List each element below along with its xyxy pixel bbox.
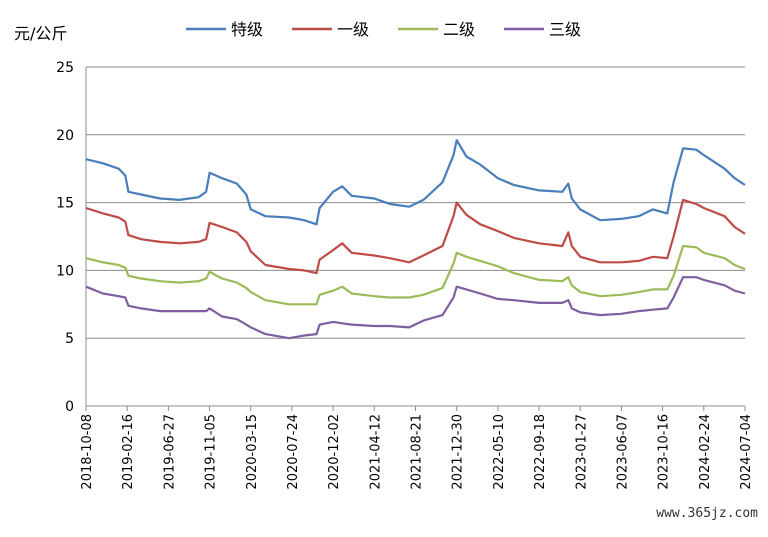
legend-label-3: 二级 xyxy=(443,20,475,39)
x-tick-label: 2019-06-27 xyxy=(162,414,177,490)
x-tick-label: 2024-07-04 xyxy=(739,414,754,490)
x-tick-label: 2021-12-30 xyxy=(451,414,466,490)
y-tick-label: 10 xyxy=(56,263,74,279)
y-tick-label: 0 xyxy=(65,399,74,415)
y-tick-label: 25 xyxy=(56,60,74,76)
series-line-3 xyxy=(85,244,746,306)
y-axis-unit-label: 元/公斤 xyxy=(14,24,68,43)
legend-label-2: 一级 xyxy=(337,20,369,39)
y-tick-label: 15 xyxy=(56,196,74,212)
x-tick-label: 2023-06-07 xyxy=(615,414,630,490)
x-tick-label: 2018-10-08 xyxy=(80,414,95,490)
watermark: www.365jz.com xyxy=(656,506,758,521)
x-tick-label: 2021-08-21 xyxy=(410,414,425,490)
x-tick-label: 2022-05-10 xyxy=(492,414,507,490)
x-tick-label: 2020-07-24 xyxy=(286,414,301,490)
legend-label-1: 特级 xyxy=(231,20,263,39)
x-tick-label: 2020-12-02 xyxy=(327,414,342,490)
y-tick-label: 5 xyxy=(65,331,74,347)
x-tick-label: 2020-03-15 xyxy=(245,414,260,490)
legend-label-4: 三级 xyxy=(549,20,581,39)
x-tick-label: 2023-01-27 xyxy=(574,414,589,490)
series-line-2 xyxy=(85,198,746,275)
x-tick-label: 2019-11-05 xyxy=(204,414,219,490)
series-line-4 xyxy=(85,276,746,340)
x-tick-label: 2019-02-16 xyxy=(121,414,136,490)
x-tick-label: 2023-10-16 xyxy=(657,414,672,490)
x-tick-label: 2024-02-24 xyxy=(698,414,713,490)
x-tick-label: 2022-09-18 xyxy=(533,414,548,490)
series-line-1 xyxy=(85,139,746,226)
x-tick-label: 2021-04-12 xyxy=(368,414,383,490)
y-tick-label: 20 xyxy=(56,128,74,144)
